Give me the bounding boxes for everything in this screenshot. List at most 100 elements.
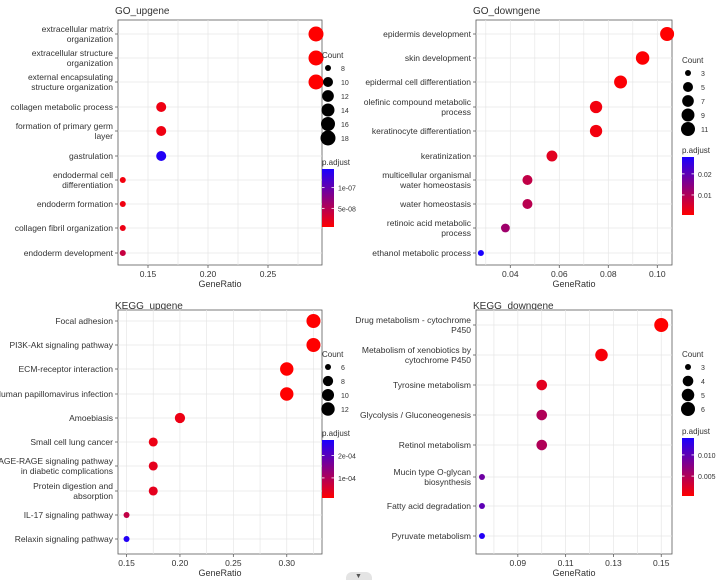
y-tick-label: Drug metabolism - cytochrome (355, 315, 471, 325)
size-legend-label: 9 (701, 113, 705, 120)
size-legend-label: 3 (701, 365, 705, 372)
color-legend-title: p.adjust (322, 158, 351, 167)
data-point[interactable] (308, 26, 324, 42)
data-point[interactable] (546, 150, 558, 162)
data-point[interactable] (654, 318, 669, 332)
y-tick-label: Focal adhesion (55, 316, 113, 326)
y-tick-label: differentiation (62, 180, 113, 190)
color-legend-bar (682, 157, 694, 215)
data-point[interactable] (536, 409, 548, 421)
size-legend-label: 18 (341, 136, 349, 143)
data-point[interactable] (123, 512, 130, 518)
data-point[interactable] (119, 250, 126, 256)
size-legend-dot (321, 388, 335, 402)
data-point[interactable] (500, 223, 510, 233)
size-legend-label: 6 (701, 407, 705, 414)
size-legend-label: 10 (341, 80, 349, 87)
size-legend-title: Count (322, 350, 344, 359)
data-point[interactable] (119, 225, 126, 231)
y-tick-label: external encapsulating (28, 72, 113, 82)
color-legend-label: 1e-07 (338, 186, 356, 193)
y-tick-label: ethanol metabolic process (372, 248, 471, 258)
color-legend-label: 0.005 (698, 474, 716, 481)
data-point[interactable] (280, 387, 294, 401)
data-point[interactable] (156, 150, 167, 162)
data-point[interactable] (635, 51, 650, 65)
data-point[interactable] (478, 503, 485, 509)
data-point[interactable] (156, 125, 167, 137)
data-point[interactable] (156, 101, 167, 113)
panel-title: KEGG_upgene (115, 301, 183, 312)
data-point[interactable] (123, 536, 130, 542)
y-tick-label: Fatty acid degradation (387, 501, 471, 511)
x-tick-label: 0.25 (260, 269, 277, 279)
y-tick-label: Mucin type O-glycan (394, 467, 472, 477)
data-point[interactable] (119, 201, 126, 207)
size-legend-dot (681, 388, 695, 402)
x-tick-label: 0.20 (172, 558, 189, 568)
data-point[interactable] (280, 362, 294, 376)
x-tick-label: 0.15 (140, 269, 157, 279)
size-legend-label: 5 (701, 85, 705, 92)
color-legend-label: 1e-04 (338, 476, 356, 483)
y-tick-label: ECM-receptor interaction (19, 364, 114, 374)
data-point[interactable] (478, 533, 485, 539)
y-tick-label: gastrulation (69, 151, 113, 161)
y-tick-label: in diabetic complications (21, 466, 113, 476)
y-tick-label: PI3K-Akt signaling pathway (10, 340, 114, 350)
size-legend-label: 12 (341, 407, 349, 414)
y-tick-label: water homeostasis (399, 180, 471, 190)
size-legend-label: 14 (341, 108, 349, 115)
scroll-down-handle[interactable]: ▼ (346, 572, 372, 580)
data-point[interactable] (148, 486, 158, 496)
data-point[interactable] (660, 27, 675, 41)
panel-title: GO_downgene (473, 6, 541, 17)
kegg-up-panel: KEGG_upgene 0.15 0.20 0.25 0.30 GeneRatio Foca… (0, 301, 356, 578)
data-point[interactable] (595, 348, 608, 362)
color-legend-label: 0.010 (698, 453, 716, 460)
y-tick-label: formation of primary germ (16, 121, 113, 131)
color-legend-bar (322, 440, 334, 498)
y-tick-label: epidermis development (383, 29, 472, 39)
data-point[interactable] (308, 74, 324, 90)
data-point[interactable] (174, 412, 186, 424)
data-point[interactable] (148, 461, 158, 471)
go-down-panel: GO_downgene 0.04 0.06 0.08 0.10 GeneRatio epid… (364, 6, 712, 289)
size-legend-dot (322, 90, 334, 102)
size-legend-label: 5 (701, 393, 705, 400)
x-tick-label: 0.15 (118, 558, 135, 568)
y-tick-label: organization (67, 34, 114, 44)
y-tick-label: Glycolysis / Gluconeogenesis (360, 410, 471, 420)
y-tick-label: Pyruvate metabolism (392, 531, 471, 541)
data-point[interactable] (308, 50, 324, 66)
x-tick-label: 0.13 (605, 558, 622, 568)
size-legend-label: 4 (701, 379, 705, 386)
data-point[interactable] (536, 379, 548, 391)
y-tick-label: olefinic compound metabolic (364, 97, 472, 107)
size-legend-dot (320, 116, 336, 132)
y-tick-label: collagen fibril organization (15, 223, 114, 233)
data-point[interactable] (119, 177, 126, 183)
y-tick-label: collagen metabolic process (10, 102, 113, 112)
data-point[interactable] (536, 439, 548, 451)
data-point[interactable] (522, 175, 533, 185)
y-tick-label: endodermal cell (53, 170, 113, 180)
data-point[interactable] (589, 124, 603, 138)
color-legend-label: 2e-04 (338, 454, 356, 461)
y-tick-label: epidermal cell differentiation (365, 77, 471, 87)
data-point[interactable] (614, 75, 628, 89)
y-tick-label: keratinocyte differentiation (372, 126, 471, 136)
x-tick-label: 0.20 (200, 269, 217, 279)
data-point[interactable] (306, 314, 321, 328)
data-point[interactable] (589, 100, 603, 114)
data-point[interactable] (306, 338, 321, 352)
y-tick-label: P450 (451, 325, 471, 335)
y-tick-label: Protein digestion and (33, 481, 113, 491)
data-point[interactable] (522, 199, 533, 209)
data-point[interactable] (477, 250, 484, 256)
size-legend-dot (322, 76, 334, 88)
data-point[interactable] (478, 474, 485, 480)
chevron-down-icon: ▼ (355, 573, 362, 580)
size-legend-dot (321, 103, 335, 117)
data-point[interactable] (148, 437, 158, 447)
